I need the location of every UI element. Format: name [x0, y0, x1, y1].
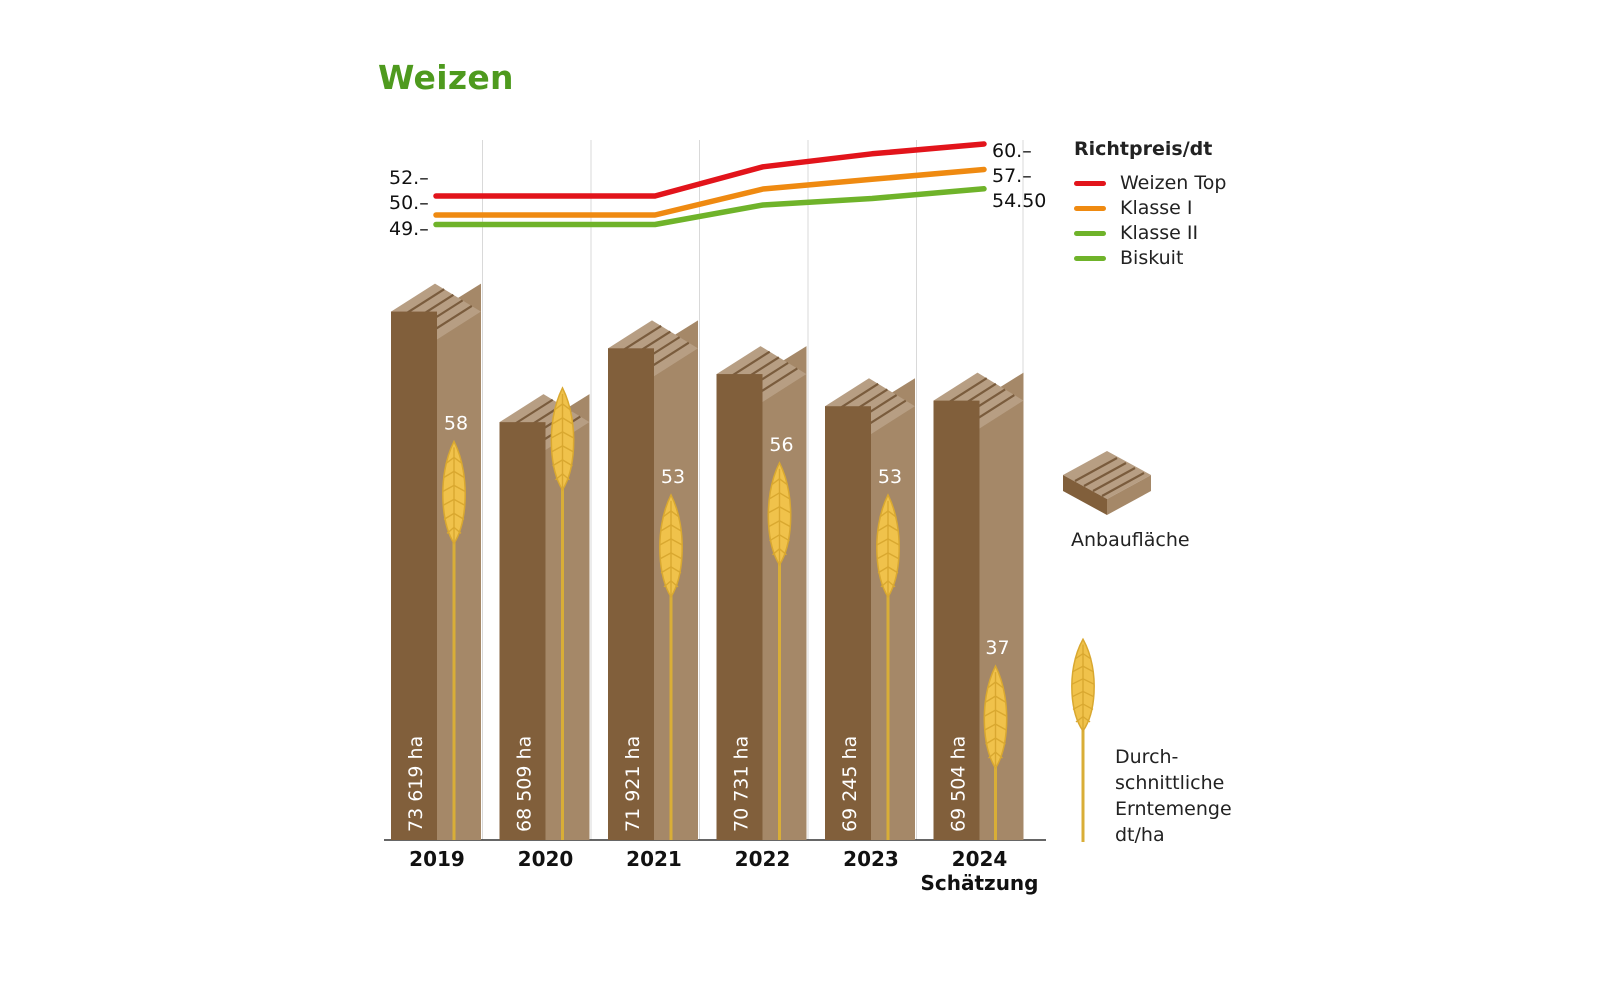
- bar-front-face: [608, 348, 654, 840]
- chart-title: Weizen: [378, 58, 514, 97]
- legend-label: Biskuit: [1120, 247, 1184, 269]
- yield-label-line: Erntemenge: [1115, 798, 1232, 820]
- bar-2023: [825, 378, 915, 840]
- wheat-icon: [1071, 638, 1095, 842]
- area-label-2019: 73 619 ha: [405, 736, 427, 832]
- yield-label-line: dt/ha: [1115, 824, 1165, 846]
- bar-side-face: [979, 400, 1024, 840]
- price-line: [433, 141, 987, 199]
- yield-label-line: schnittliche: [1115, 772, 1225, 794]
- bar-side-face: [437, 311, 481, 840]
- price-label-left: 52.–: [389, 167, 429, 189]
- legend-swatch-red: [1074, 180, 1106, 186]
- yield-ear-2022: [767, 462, 792, 840]
- area-block-icon: [1063, 451, 1151, 515]
- price-label-right: 54.50: [992, 190, 1046, 212]
- yield-value-2022: 56: [769, 434, 793, 456]
- x-tick-label: 2020: [518, 847, 574, 871]
- yield-value-2019: 58: [444, 412, 468, 434]
- x-tick-label: 2024: [952, 847, 1008, 871]
- bar-side-face: [545, 422, 590, 840]
- yield-label-line: Durch-: [1115, 746, 1179, 768]
- area-label-2021: 71 921 ha: [622, 736, 644, 832]
- legend-swatch-green: [1074, 230, 1106, 236]
- legend-item-klasse-2: Klasse II: [1074, 221, 1198, 245]
- price-line: [433, 166, 987, 218]
- x-tick-label: 2023: [843, 847, 899, 871]
- legend-swatch-orange: [1074, 205, 1106, 211]
- bar-front-face: [391, 311, 437, 840]
- price-label-left: 50.–: [389, 192, 429, 214]
- x-tick-label: 2019: [409, 847, 465, 871]
- labels-layer: 73 619 ha 2019 68 509 ha 2020 71 921 ha 2021 7…: [389, 140, 1046, 895]
- yield-ear-2021: [659, 494, 683, 840]
- area-label-2020: 68 509 ha: [514, 736, 536, 832]
- x-tick-label: 2021: [626, 847, 682, 871]
- bar-front-face: [716, 374, 763, 840]
- bar-side-face: [654, 348, 698, 840]
- price-label-left: 49.–: [389, 218, 429, 240]
- legend-label: Klasse I: [1120, 197, 1193, 219]
- area-label: Anbaufläche: [1071, 529, 1190, 551]
- yield-ear-2023: [876, 494, 900, 840]
- legend-item-klasse-1: Klasse I: [1074, 196, 1193, 220]
- bars-layer: [391, 283, 1024, 840]
- legend-label: Weizen Top: [1120, 172, 1227, 194]
- area-label-2024: 69 504 ha: [948, 736, 970, 832]
- bar-2019: [391, 283, 481, 840]
- price-lines-layer: [433, 141, 987, 228]
- area-label-2023: 69 245 ha: [839, 736, 861, 832]
- legend-swatch-green: [1074, 255, 1106, 261]
- price-label-right: 60.–: [992, 140, 1032, 162]
- bar-front-face: [499, 422, 546, 840]
- legend-item-weizen-top: Weizen Top: [1074, 171, 1226, 195]
- yield-label: Durch- schnittliche Erntemenge dt/ha: [1115, 744, 1232, 848]
- yield-value-2020: 63: [552, 359, 576, 381]
- x-tick-label: 2022: [735, 847, 791, 871]
- bar-2020: [499, 394, 590, 840]
- bar-2021: [608, 320, 698, 840]
- yield-ear-2020: [550, 387, 575, 840]
- bar-front-face: [825, 406, 871, 840]
- yield-value-2024: 37: [985, 637, 1009, 659]
- yield-ear-2019: [442, 440, 466, 840]
- yield-value-2023: 53: [878, 466, 902, 488]
- yield-ear-2024: [983, 665, 1008, 840]
- bar-front-face: [933, 400, 980, 840]
- area-label-2022: 70 731 ha: [731, 736, 753, 832]
- price-label-right: 57.–: [992, 165, 1032, 187]
- legend-item-biskuit: Biskuit: [1074, 246, 1183, 270]
- yield-value-2021: 53: [661, 466, 685, 488]
- legend-title: Richtpreis/dt: [1074, 138, 1213, 160]
- legend-label: Klasse II: [1120, 222, 1199, 244]
- x-tick-sublabel: Schätzung: [921, 871, 1039, 895]
- price-line: [433, 186, 987, 228]
